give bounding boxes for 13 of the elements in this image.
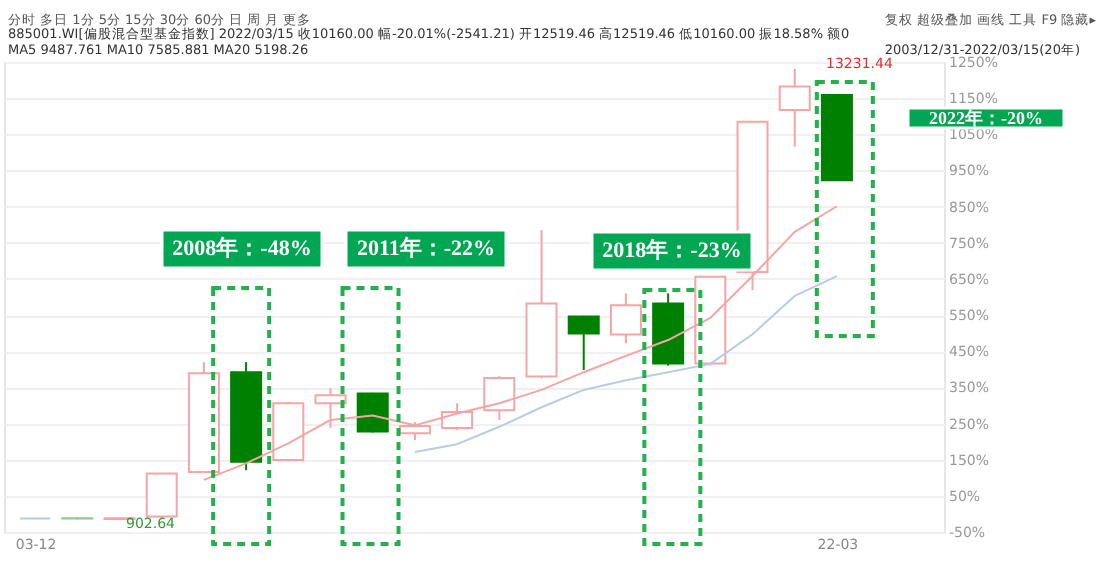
annotation: 2008年：-48%: [172, 235, 312, 261]
candlestick: [483, 375, 516, 421]
candlestick: [314, 387, 347, 429]
annotation: 2018年：-23%: [602, 237, 742, 263]
candlestick: [145, 472, 178, 518]
candlestick: [398, 421, 431, 442]
text: 2022年：-20%: [929, 108, 1043, 128]
annotation: 2011年：-22%: [356, 235, 496, 261]
candlestick: [567, 314, 600, 372]
candlestick: [609, 292, 642, 345]
line-series: [413, 275, 838, 454]
candlestick: [778, 67, 811, 148]
candlestick: [441, 402, 474, 432]
